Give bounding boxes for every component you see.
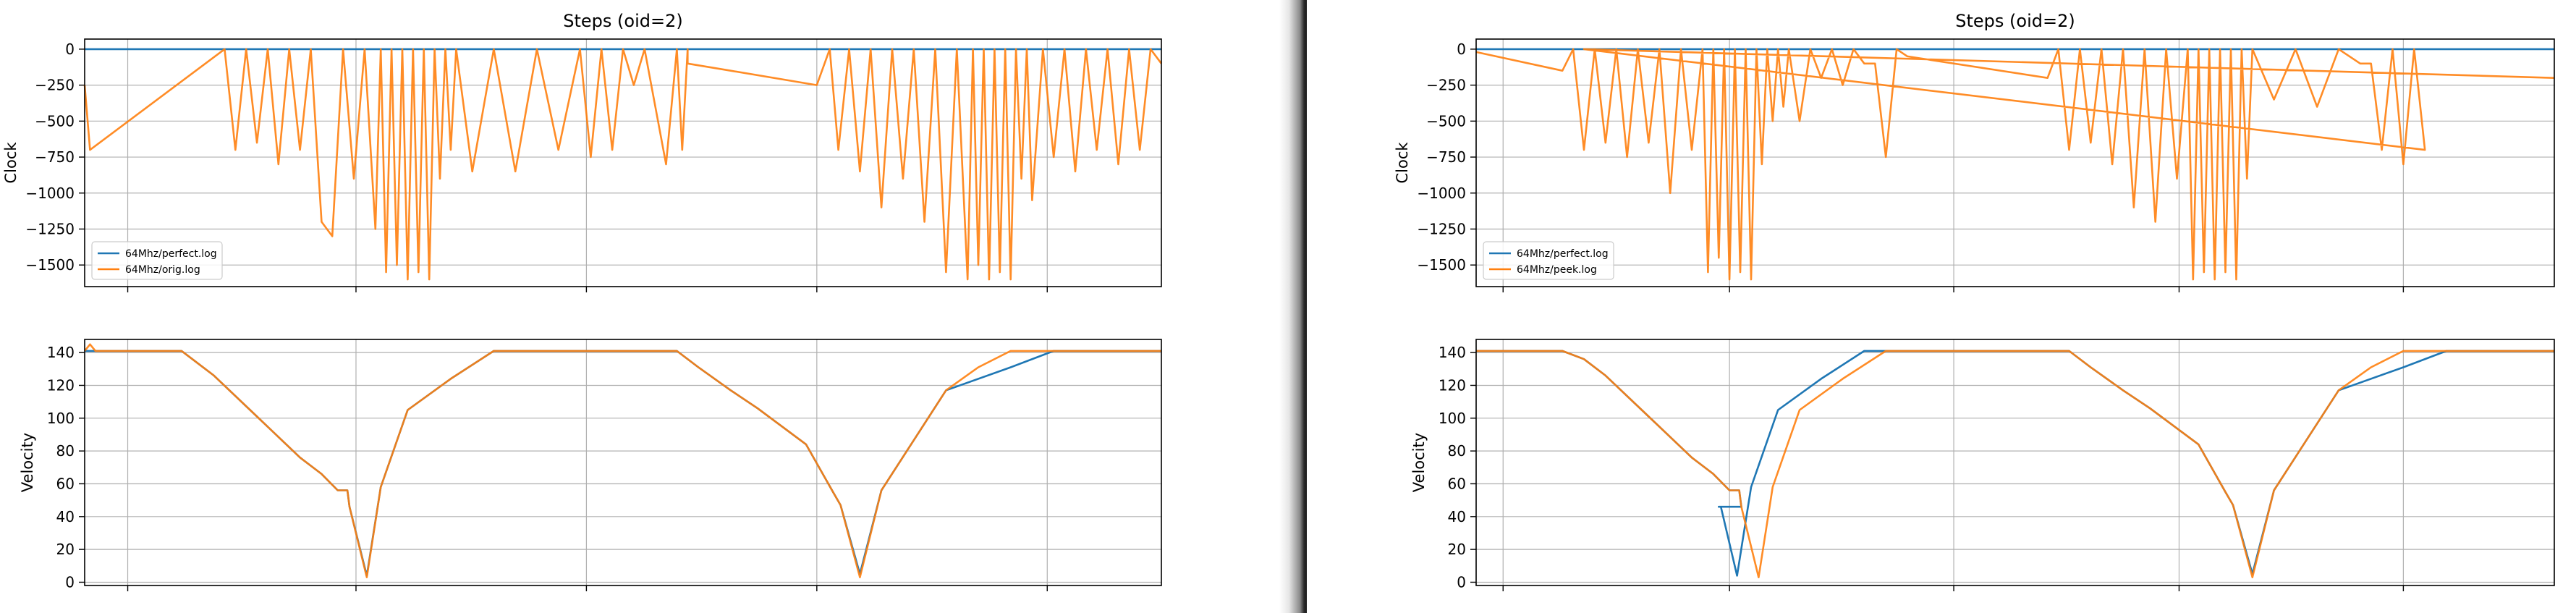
- y-tick-label: 140: [1439, 344, 1466, 361]
- left-figure-panel: 0 −250 −500 −750 −1000 −1250 −1500 Steps (oid=2…: [0, 0, 1279, 613]
- series-line-1: [83, 343, 1161, 578]
- legend-entry: 64Mhz/peek.log: [1517, 264, 1597, 276]
- y-tick-label: 0: [65, 573, 75, 591]
- y-tick-label: 100: [47, 410, 75, 427]
- y-axis-label: Clock: [1394, 142, 1411, 184]
- y-tick-label: −1250: [25, 220, 75, 237]
- legend-box: [1483, 241, 1614, 280]
- y-axis-label: Velocity: [19, 433, 36, 492]
- chart-3: 0 20 40 60 80 100 120 140 Velocity: [1410, 339, 2555, 591]
- legend-box: [91, 241, 223, 280]
- y-tick-label: 80: [1448, 442, 1466, 460]
- y-axis-label: Clock: [2, 142, 20, 184]
- y-tick-label: 0: [65, 41, 75, 58]
- window-divider: [1279, 0, 1307, 613]
- y-tick-label: −1250: [1417, 220, 1466, 237]
- y-tick-label: −500: [35, 112, 75, 130]
- legend: 64Mhz/perfect.log 64Mhz/peek.log: [1483, 241, 1614, 280]
- y-tick-label: 100: [1439, 410, 1466, 427]
- y-tick-label: −250: [1426, 77, 1466, 94]
- y-tick-label: 20: [56, 541, 75, 558]
- y-tick-label: 80: [56, 442, 75, 460]
- legend: 64Mhz/perfect.log 64Mhz/orig.log: [91, 241, 223, 280]
- chart-0: 0 −250 −500 −750 −1000 −1250 −1500 Steps (oid=2…: [2, 11, 1163, 292]
- y-tick-label: −500: [1426, 112, 1466, 130]
- axes-frame: [1475, 339, 2555, 586]
- chart-title: Steps (oid=2): [1955, 11, 2075, 31]
- series-line-1: [1475, 48, 2555, 281]
- y-tick-label: −250: [35, 77, 75, 94]
- y-tick-label: −750: [1426, 148, 1466, 166]
- series-line-0: [85, 350, 1161, 577]
- y-tick-label: 60: [56, 475, 75, 492]
- axes-frame: [84, 339, 1162, 586]
- y-tick-label: −750: [35, 148, 75, 166]
- y-tick-label: 20: [1448, 541, 1466, 558]
- y-tick-label: −1500: [1417, 256, 1466, 274]
- legend-entry: 64Mhz/orig.log: [125, 264, 200, 276]
- y-tick-label: −1000: [25, 185, 75, 202]
- y-tick-label: 120: [1439, 376, 1466, 394]
- chart-1: 0 20 40 60 80 100 120 140 Velocity: [19, 339, 1162, 591]
- y-tick-label: −1000: [1417, 185, 1466, 202]
- y-tick-label: 0: [1457, 573, 1466, 591]
- y-tick-label: 0: [1457, 41, 1466, 58]
- y-tick-label: 40: [56, 508, 75, 525]
- right-figure: 0 −250 −500 −750 −1000 −1250 −1500 Steps (oid=2…: [1394, 11, 2555, 591]
- y-tick-label: 120: [47, 376, 75, 394]
- axes-frame: [84, 38, 1162, 287]
- y-axis-label: Velocity: [1410, 433, 1428, 492]
- axes-frame: [1475, 38, 2555, 287]
- y-tick-label: 140: [47, 344, 75, 361]
- left-figure: 0 −250 −500 −750 −1000 −1250 −1500 Steps (oid=2…: [2, 11, 1163, 591]
- y-tick-label: 40: [1448, 508, 1466, 525]
- legend-entry: 64Mhz/perfect.log: [1517, 248, 1609, 260]
- chart-2: 0 −250 −500 −750 −1000 −1250 −1500 Steps (oid=2…: [1394, 11, 2555, 292]
- series-line-1: [83, 48, 1163, 281]
- series-line-0: [1476, 350, 2554, 577]
- y-tick-label: 60: [1448, 475, 1466, 492]
- legend-entry: 64Mhz/perfect.log: [125, 248, 217, 260]
- right-figure-panel: 0 −250 −500 −750 −1000 −1250 −1500 Steps (oid=2…: [1307, 0, 2576, 613]
- series-line-1: [1476, 350, 2554, 578]
- chart-title: Steps (oid=2): [563, 11, 682, 31]
- y-tick-label: −1500: [25, 256, 75, 274]
